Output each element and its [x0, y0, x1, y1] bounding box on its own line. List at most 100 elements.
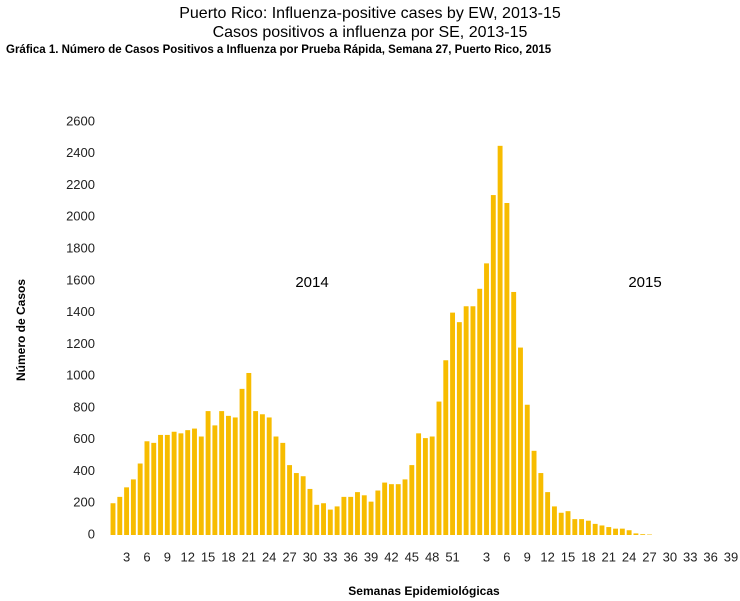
x-tick-label: 21 — [602, 549, 616, 564]
x-tick-label: 18 — [581, 549, 595, 564]
y-tick-label: 1400 — [66, 304, 95, 319]
x-tick-label: 12 — [540, 549, 554, 564]
bar — [470, 306, 476, 535]
bar — [327, 509, 333, 535]
bar — [239, 388, 245, 535]
bar — [633, 533, 639, 535]
bar — [368, 501, 374, 535]
x-tick-label: 9 — [524, 549, 531, 564]
bar — [497, 145, 503, 536]
y-tick-label: 2000 — [66, 209, 95, 224]
bar — [456, 322, 462, 535]
bar — [409, 465, 415, 535]
x-tick-label: 36 — [343, 549, 357, 564]
bar — [205, 411, 211, 535]
bar — [531, 450, 537, 535]
bar — [572, 519, 578, 535]
bar — [518, 347, 523, 535]
x-tick-label: 24 — [262, 549, 276, 564]
bar — [416, 433, 422, 535]
bar — [585, 520, 591, 535]
y-tick-label: 200 — [73, 495, 95, 510]
bar — [117, 496, 123, 535]
bar — [524, 404, 530, 535]
x-tick-label: 45 — [405, 549, 419, 564]
bar — [429, 436, 435, 535]
y-tick-label: 0 — [88, 526, 95, 541]
bar — [192, 428, 197, 535]
annotation: 2015 — [628, 274, 661, 291]
bar — [280, 442, 286, 535]
bar — [613, 528, 618, 535]
bar — [314, 504, 320, 535]
bar — [463, 306, 469, 535]
y-tick-label: 1600 — [66, 272, 95, 287]
bar — [436, 401, 442, 535]
bar — [144, 441, 150, 535]
x-tick-label: 24 — [622, 549, 636, 564]
bar — [402, 479, 408, 535]
bar — [137, 463, 143, 535]
bar — [164, 434, 170, 535]
y-tick-label: 2600 — [66, 113, 95, 128]
bar — [124, 487, 130, 535]
x-tick-label: 51 — [445, 549, 459, 564]
y-tick-label: 1200 — [66, 336, 95, 351]
bar — [334, 506, 340, 535]
bar — [592, 523, 598, 535]
bar — [185, 430, 191, 535]
bar — [355, 492, 360, 535]
annotation: 2014 — [295, 274, 328, 291]
bar — [232, 417, 238, 535]
x-tick-label: 3 — [123, 549, 130, 564]
y-tick-label: 600 — [73, 431, 95, 446]
y-tick-label: 2400 — [66, 145, 95, 160]
bar — [212, 425, 218, 535]
bar — [558, 512, 564, 535]
x-tick-label: 42 — [384, 549, 398, 564]
bar — [388, 484, 394, 535]
bar — [253, 411, 259, 535]
bar — [130, 479, 136, 535]
x-tick-label: 39 — [724, 549, 738, 564]
chart-subtitle: Casos positivos a influenza por SE, 2013… — [213, 24, 528, 41]
x-tick-label: 33 — [323, 549, 337, 564]
bar — [287, 465, 293, 535]
caption-box: Gráfica 1. Número de Casos Positivos a I… — [6, 44, 551, 56]
x-tick-label: 6 — [143, 549, 150, 564]
bar — [606, 527, 612, 535]
x-tick-label: 48 — [425, 549, 439, 564]
x-tick-label: 6 — [503, 549, 510, 564]
bar — [551, 506, 557, 535]
bar — [565, 511, 571, 535]
bar — [226, 415, 231, 535]
x-tick-label: 15 — [561, 549, 575, 564]
chart-title: Puerto Rico: Influenza-positive cases by… — [179, 5, 561, 22]
x-tick-label: 12 — [180, 549, 194, 564]
y-axis-title: Número de Casos — [14, 279, 28, 381]
bar — [504, 203, 510, 535]
x-tick-label: 3 — [483, 549, 490, 564]
bar — [219, 411, 225, 535]
y-tick-label: 400 — [73, 463, 95, 478]
bar — [450, 312, 456, 535]
y-tick-label: 2200 — [66, 177, 95, 192]
x-tick-label: 9 — [164, 549, 171, 564]
bar — [293, 473, 299, 535]
bar — [110, 503, 116, 535]
x-tick-label: 33 — [683, 549, 697, 564]
bar — [443, 360, 449, 535]
x-tick-label: 27 — [642, 549, 656, 564]
bar — [422, 438, 428, 535]
x-tick-label: 27 — [282, 549, 296, 564]
bar — [382, 482, 388, 535]
y-tick-label: 800 — [73, 399, 95, 414]
x-tick-label: 30 — [663, 549, 677, 564]
bar — [538, 473, 544, 535]
bar — [599, 525, 605, 535]
bar — [151, 442, 157, 535]
bar — [490, 195, 496, 536]
bar — [375, 490, 381, 535]
bar — [246, 372, 252, 535]
